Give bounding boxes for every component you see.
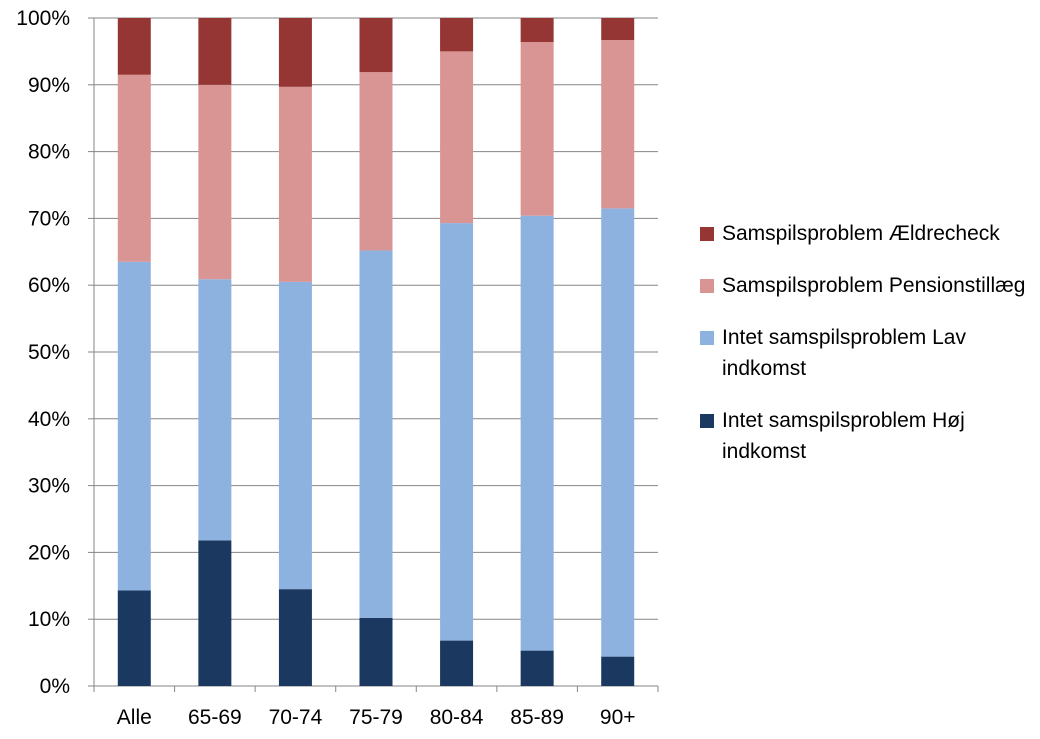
legend-label-aeldrecheck: Samspilsproblem Ældrecheck [722, 222, 1000, 245]
legend-swatch-aeldrecheck [700, 227, 714, 241]
bar-segment [440, 51, 474, 224]
bar-segment [117, 74, 151, 262]
bar-segment [117, 261, 151, 591]
bar-segment [440, 640, 474, 686]
bar-segment [440, 223, 474, 641]
y-tick-label: 70% [28, 207, 70, 230]
x-tick-label: 70-74 [269, 706, 323, 729]
y-tick-label: 90% [28, 74, 70, 97]
legend: Samspilsproblem Ældrecheck Samspilsprobl… [700, 218, 1040, 488]
bar-segment [359, 250, 393, 618]
legend-item-aeldrecheck: Samspilsproblem Ældrecheck [700, 218, 1040, 249]
x-tick-label: 65-69 [188, 706, 242, 729]
legend-swatch-lav-indkomst [700, 331, 714, 345]
bar-segment [520, 18, 554, 43]
bar-segment [440, 18, 474, 52]
legend-label-lav-indkomst: Intet samspilsproblem Lav indkomst [722, 326, 966, 380]
x-tick-label: 75-79 [349, 706, 403, 729]
y-tick-label: 60% [28, 274, 70, 297]
y-tick-label: 20% [28, 541, 70, 564]
bar-segment [198, 279, 232, 541]
bar-segment [198, 540, 232, 686]
bar-segment [601, 208, 635, 657]
x-tick-label: Alle [117, 706, 152, 729]
legend-label-hoej-indkomst: Intet samspilsproblem Høj indkomst [722, 409, 965, 463]
bar-segment [359, 617, 393, 686]
x-tick-label: 85-89 [510, 706, 564, 729]
legend-swatch-pensionstillaeg [700, 279, 714, 293]
bar-segment [278, 281, 312, 590]
bar-segment [117, 18, 151, 75]
bar-segment [520, 650, 554, 686]
bar-segment [359, 18, 393, 73]
bar-segment [520, 42, 554, 216]
y-tick-label: 10% [28, 608, 70, 631]
bar-segment [601, 656, 635, 686]
bar-segment [359, 72, 393, 251]
y-tick-label: 30% [28, 475, 70, 498]
y-tick-label: 50% [28, 341, 70, 364]
y-tick-label: 80% [28, 141, 70, 164]
y-tick-label: 40% [28, 408, 70, 431]
bar-segment [198, 18, 232, 85]
bar-segment [278, 18, 312, 87]
bar-segment [601, 18, 635, 41]
x-tick-label: 90+ [600, 706, 636, 729]
bar-segment [278, 589, 312, 686]
legend-item-hoej-indkomst: Intet samspilsproblem Høj indkomst [700, 405, 1040, 467]
legend-item-pensionstillaeg: Samspilsproblem Pensionstillæg [700, 270, 1040, 301]
y-tick-label: 100% [16, 7, 70, 30]
bar-segment [117, 590, 151, 686]
legend-label-pensionstillaeg: Samspilsproblem Pensionstillæg [722, 274, 1026, 297]
legend-item-lav-indkomst: Intet samspilsproblem Lav indkomst [700, 322, 1040, 384]
bar-segment [520, 215, 554, 651]
bar-segment [601, 40, 635, 209]
y-tick-label: 0% [40, 675, 70, 698]
bar-segment [198, 84, 232, 280]
x-tick-label: 80-84 [430, 706, 484, 729]
legend-swatch-hoej-indkomst [700, 414, 714, 428]
bar-segment [278, 86, 312, 282]
